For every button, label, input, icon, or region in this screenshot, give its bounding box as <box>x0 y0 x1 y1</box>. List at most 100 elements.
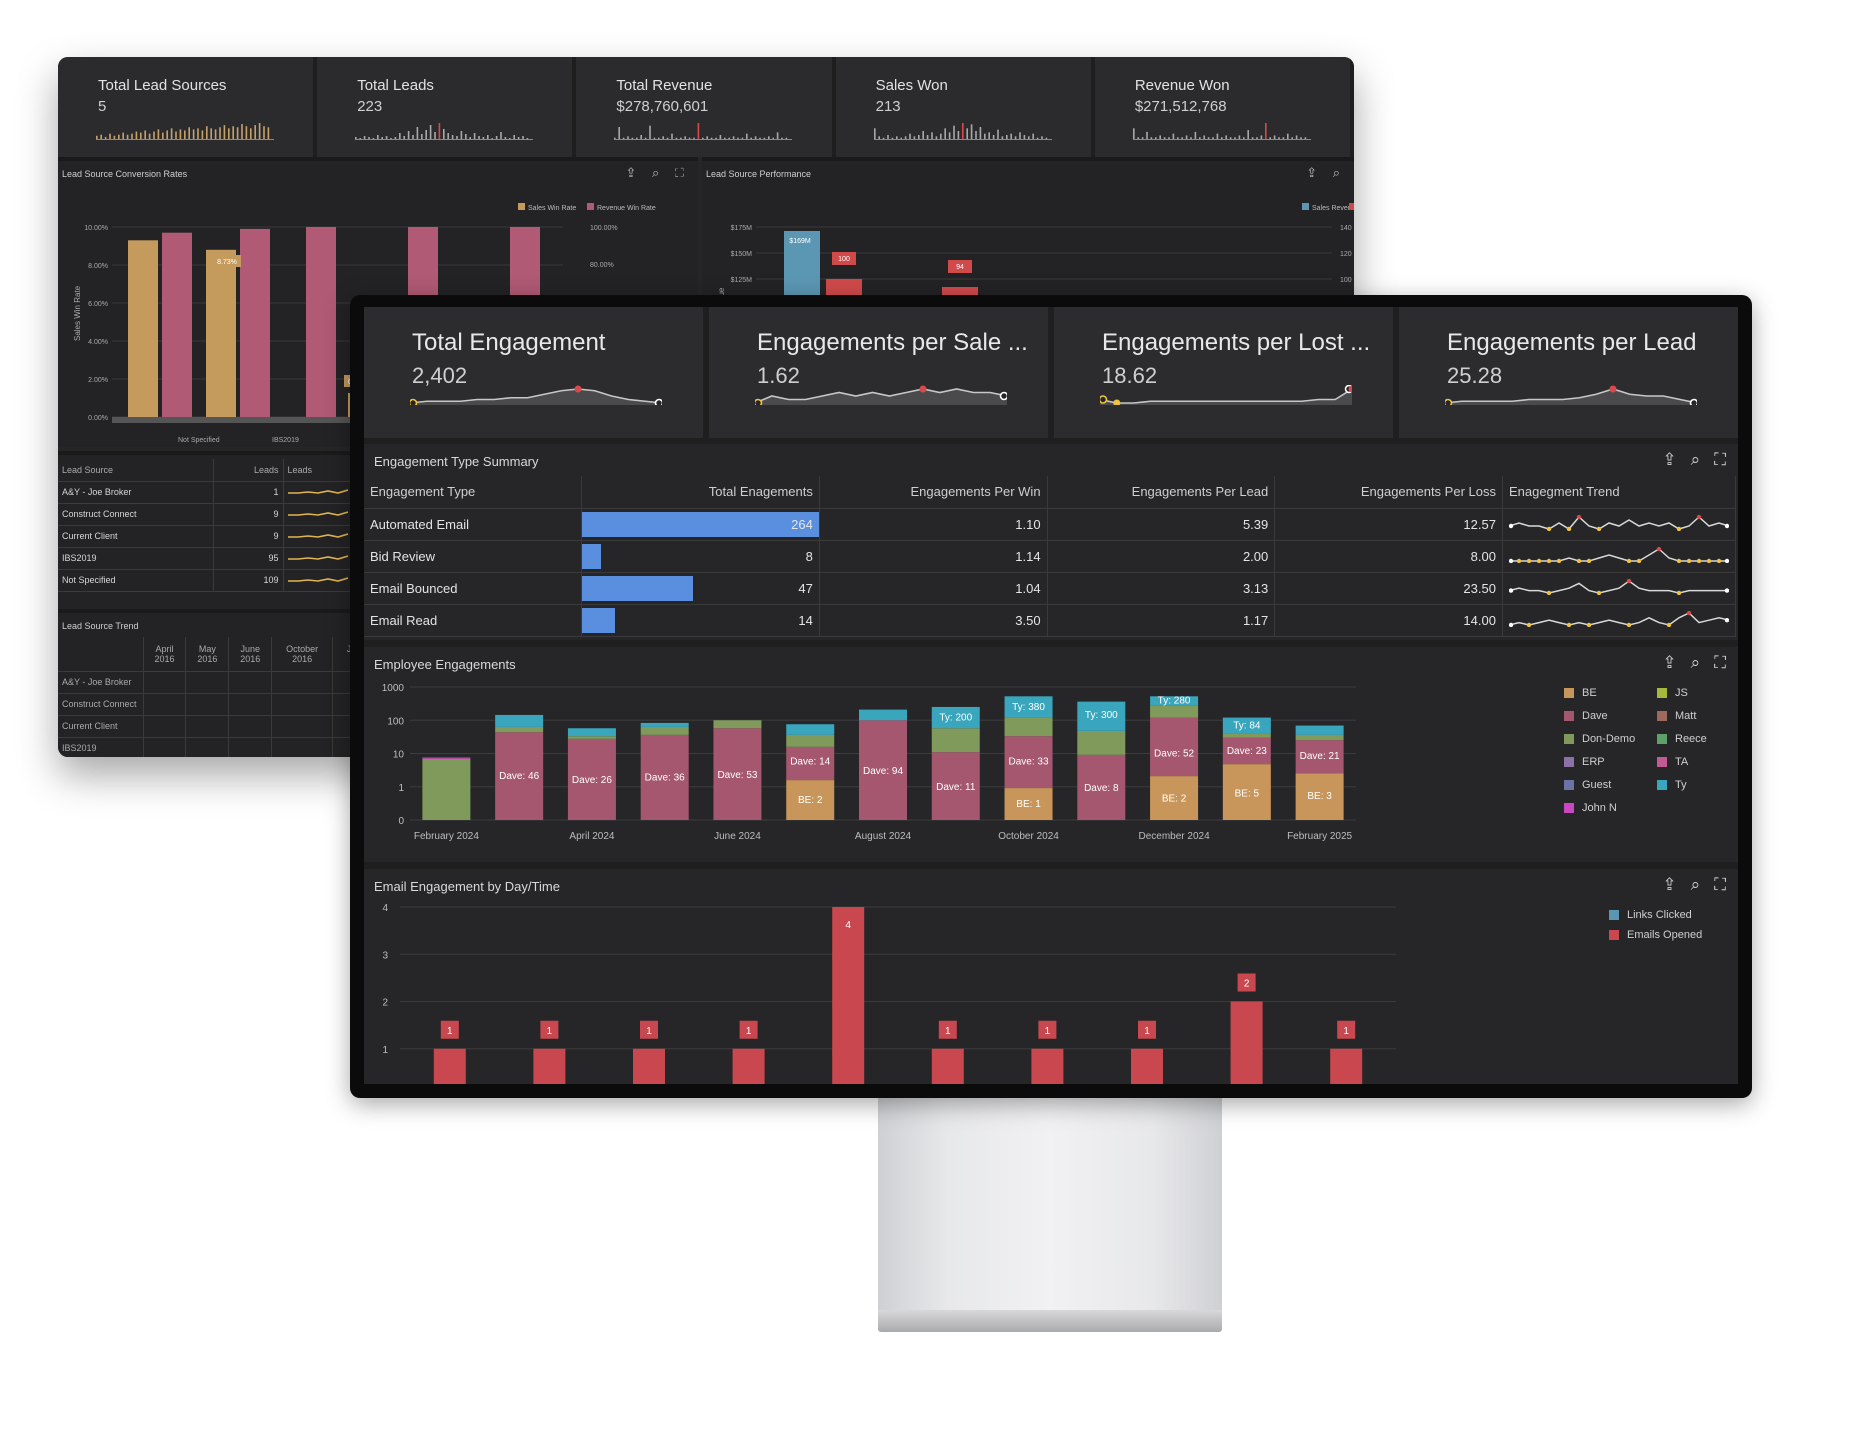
legend-swatch <box>1302 203 1309 210</box>
kpi-mini-bar <box>1159 135 1161 139</box>
legend-item[interactable]: BE <box>1564 681 1657 704</box>
monitor-stand <box>878 1098 1222 1316</box>
kpi-mini-bar <box>192 129 195 139</box>
row-label: A&Y - Joe Broker <box>58 671 144 694</box>
trend-point <box>1706 558 1712 563</box>
maximize-icon[interactable]: ⛶ <box>1714 653 1726 672</box>
bar-segment <box>1222 737 1271 765</box>
panel-icons[interactable]: ⇪ ⌕ <box>1306 165 1346 180</box>
kpi-mini-bar <box>1141 137 1144 139</box>
trend-point <box>1576 558 1582 563</box>
data-label: 8.73% <box>217 259 237 266</box>
kpi-mini-bar <box>526 138 529 139</box>
kpi-mini-bar <box>118 134 120 139</box>
legend-item[interactable]: TA <box>1657 750 1734 773</box>
kpi-mini-bar <box>922 131 924 139</box>
column-header[interactable]: Total Enagements <box>581 476 820 509</box>
kpi-mini-bar <box>711 137 713 139</box>
column-header: June 2016 <box>228 637 273 672</box>
y-tick-label: $150M <box>731 251 753 258</box>
kpi-mini-bar <box>487 135 489 139</box>
trend-cell <box>1502 508 1737 541</box>
legend-item[interactable]: Don-Demo <box>1564 727 1657 750</box>
bar-segment <box>1077 730 1126 755</box>
y-tick-label: 1 <box>398 783 404 794</box>
filter-icon[interactable]: ⌕ <box>1690 875 1701 894</box>
kpi-mini-bar <box>109 133 111 139</box>
trend-cell <box>1502 540 1737 573</box>
data-label-bg <box>1138 1020 1156 1039</box>
kpi-mini-bar <box>1150 137 1153 139</box>
filter-icon[interactable]: ⌕ <box>1690 450 1701 469</box>
data-label-bg <box>440 1020 459 1039</box>
kpi-mini-bar <box>891 137 893 139</box>
data-label: Ty: 300 <box>1085 710 1118 721</box>
kpi-mini-bar <box>245 126 248 139</box>
legend-item[interactable]: John N <box>1564 796 1657 819</box>
maximize-icon[interactable]: ⛶ <box>1714 875 1726 894</box>
kpi-mini-bar <box>662 136 665 139</box>
legend-item[interactable]: Matt <box>1657 704 1734 727</box>
column-header[interactable]: Engagements Per Lead <box>1047 476 1276 509</box>
per-loss-cell: 14.00 <box>1274 604 1503 637</box>
kpi-mini-bar <box>755 136 757 139</box>
kpi-mini-bar <box>1132 128 1135 139</box>
legend-item[interactable]: Reece <box>1657 727 1734 750</box>
column-header[interactable]: Enagegment Trend <box>1502 476 1737 509</box>
trend-cell <box>185 671 230 694</box>
table-row: Current Client <box>58 715 419 738</box>
kpi-mini-bar <box>957 131 959 139</box>
maximize-icon[interactable]: ⛶ <box>1714 450 1726 469</box>
bar <box>433 1048 466 1084</box>
kpi-mini-bar <box>1010 133 1012 139</box>
table-row[interactable]: Automated Email 264 1.10 5.39 12.57 <box>364 508 1737 541</box>
sparkline-min-point <box>1113 399 1121 405</box>
filter-icon[interactable]: ⌕ <box>1690 653 1701 672</box>
kpi-mini-bar <box>1238 135 1241 139</box>
panel-icons[interactable]: ⇪ ⌕ ⛶ <box>625 165 690 180</box>
y-axis-label: Sales Win Rate <box>73 285 82 341</box>
back-kpi-row: Total Lead Sources 5 Total Leads 223 Total R… <box>58 57 1354 157</box>
section-title: Employee Engagements <box>374 657 516 672</box>
legend-item[interactable]: Dave <box>1564 704 1657 727</box>
legend-item[interactable]: Guest <box>1564 773 1657 796</box>
kpi-mini-bar <box>179 129 182 139</box>
kpi-mini-bar <box>166 130 168 139</box>
legend-item[interactable]: ERP <box>1564 750 1657 773</box>
column-header[interactable]: Engagements Per Loss <box>1274 476 1503 509</box>
export-icon[interactable]: ⇪ <box>1662 875 1677 894</box>
column-header[interactable]: Engagement Type <box>364 476 583 509</box>
lead-source-cell: Not Specified <box>58 569 214 592</box>
per-loss-cell: 12.57 <box>1274 508 1503 541</box>
column-header[interactable]: Engagements Per Win <box>819 476 1048 509</box>
kpi-mini-bar <box>509 138 511 139</box>
kpi-mini-bar <box>1295 135 1298 139</box>
trend-cell <box>228 715 273 738</box>
section-title: Email Engagement by Day/Time <box>374 879 560 894</box>
trend-point <box>1536 558 1542 563</box>
sparkline-end-point <box>654 398 662 405</box>
legend-item[interactable]: JS <box>1657 681 1734 704</box>
sparkline <box>410 388 662 404</box>
data-label: BE: 1 <box>1016 799 1041 810</box>
axis-band <box>112 417 412 423</box>
legend-item[interactable]: Links Clicked <box>1609 905 1738 925</box>
bar-segment <box>1077 701 1126 731</box>
data-label: BE: 3 <box>1307 791 1332 802</box>
data-label: Dave: 36 <box>645 772 685 783</box>
table-row[interactable]: Email Read 14 3.50 1.17 14.00 <box>364 604 1737 637</box>
kpi-mini-bar <box>465 134 467 139</box>
export-icon[interactable]: ⇪ <box>1662 653 1677 672</box>
kpi-mini-bar <box>1023 135 1025 139</box>
legend-item[interactable]: Emails Opened <box>1609 925 1738 945</box>
export-icon[interactable]: ⇪ <box>1662 450 1677 469</box>
engagement-type-cell: Automated Email <box>364 508 583 541</box>
table-row[interactable]: Bid Review 8 1.14 2.00 8.00 <box>364 540 1737 573</box>
table-row[interactable]: Email Bounced 47 1.04 3.13 23.50 <box>364 572 1737 605</box>
dashboard-screen: Total Engagement 2,402 Engagements per Sal… <box>364 307 1738 1084</box>
kpi-mini-bar <box>394 137 397 139</box>
trend-point <box>1546 526 1552 531</box>
legend-item[interactable]: Ty <box>1657 773 1734 796</box>
back-kpi-card: Revenue Won $271,512,768 <box>1094 57 1354 157</box>
section-toolbar: ⇪ ⌕ ⛶ <box>1662 450 1726 470</box>
